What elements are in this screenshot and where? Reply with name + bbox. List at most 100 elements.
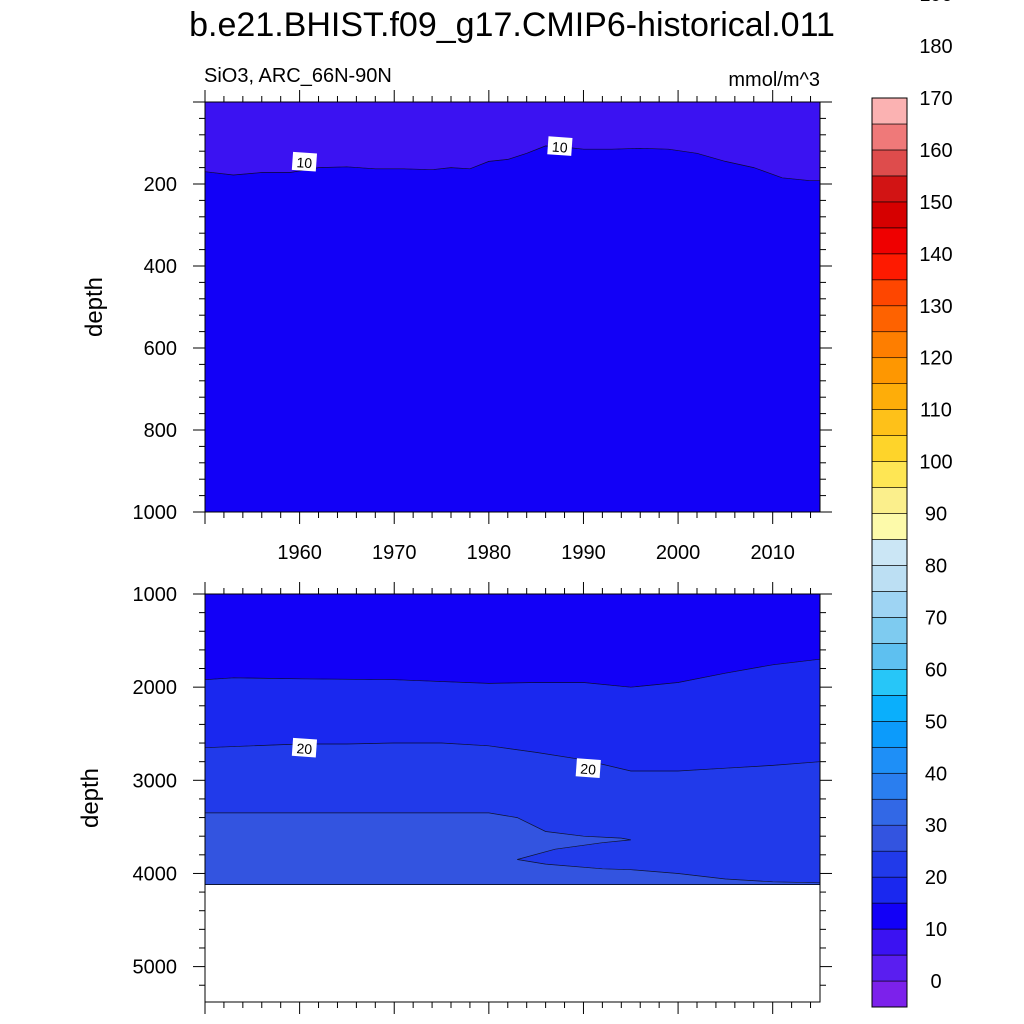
upper-contour-label-bg [291,151,318,172]
units-label: mmol/m^3 [728,69,820,91]
lower-y-tick-label: 3000 [133,770,178,792]
colorbar-label: 150 [919,192,952,214]
upper-x-tick-label: 1980 [467,542,512,564]
colorbar-label: 40 [925,763,947,785]
lower-contour-label: 20 [580,761,597,778]
colorbar-swatch [871,695,908,722]
upper-x-tick-label: 2000 [656,542,701,564]
colorbar-label: 90 [925,504,947,526]
upper-y-tick-label: 600 [144,338,177,360]
upper-y-tick-label: 200 [144,174,177,196]
lower-contour-line-15 [204,658,821,688]
colorbar-swatch [871,175,908,203]
colorbar-swatch [871,383,908,410]
colorbar-label: 80 [925,555,947,577]
lower-y-tick-label: 4000 [133,863,178,885]
lower-y-tick-label: 5000 [133,957,178,979]
colorbar-swatch [871,409,908,436]
colorbar-label: 170 [919,88,952,110]
variable-region-label: SiO3, ARC_66N-90N [204,65,392,87]
upper-y-tick-label: 800 [144,420,177,442]
figure-title: b.e21.BHIST.f09_g17.CMIP6-historical.011 [189,6,835,44]
upper-depth-axis-label: depth [81,277,108,337]
colorbar-label: 120 [919,348,952,370]
colorbar-swatch [871,149,908,177]
colorbar-swatch [871,850,908,878]
colorbar-label: 140 [919,244,952,266]
colorbar-swatch [871,435,908,462]
upper-x-tick-label: 1990 [561,542,606,564]
colorbar-label: 160 [919,140,952,162]
colorbar-swatch [871,928,908,956]
lower-y-tick-label: 1000 [133,584,178,606]
lower-y-tick-label: 2000 [133,677,178,699]
colorbar-swatch [871,565,908,592]
colorbar-swatch [871,772,908,800]
lower-contour-label-bg [291,737,318,758]
colorbar-swatch [871,902,908,930]
upper-fill-band-5-10 [205,102,820,181]
colorbar-swatch [871,487,908,514]
upper-fill-band-10-15 [205,145,820,512]
upper-x-tick-label: 2010 [750,542,795,564]
upper-x-tick-label: 1960 [277,542,322,564]
colorbar-label: 190 [919,0,952,6]
colorbar-swatch [871,279,908,307]
lower-plot-frame [204,593,821,1003]
colorbar-swatch [871,461,908,488]
upper-plot-frame [204,101,821,513]
upper-contour-label: 10 [551,139,568,156]
upper-contour-line-10 [204,145,820,182]
colorbar-label: 130 [919,296,952,318]
colorbar-swatch [871,721,908,748]
colorbar-label: 30 [925,815,947,837]
lower-contour-label-bg [575,758,601,778]
lower-contour-line-25 [205,812,821,884]
colorbar-swatch [871,513,908,540]
colorbar-swatch [871,824,908,852]
colorbar-swatch [871,97,908,125]
colorbar-swatch [871,876,908,904]
colorbar-swatch [871,253,908,281]
colorbar-label: 0 [930,971,941,993]
upper-x-tick-label: 1970 [372,542,417,564]
colorbar-swatch [871,123,908,151]
upper-y-tick-label: 1000 [133,502,178,524]
colorbar-swatch [871,617,908,644]
colorbar-swatch [871,305,908,333]
lower-contour-label: 20 [296,740,313,757]
lower-depth-axis-label: depth [77,768,104,828]
colorbar-label: 20 [925,867,947,889]
colorbar-label: 70 [925,607,947,629]
colorbar-label: 10 [925,919,947,941]
colorbar-swatch [871,591,908,618]
lower-fill-band-10-15 [205,594,820,688]
colorbar-swatch [871,539,908,566]
upper-y-tick-label: 400 [144,256,177,278]
colorbar-label: 100 [919,452,952,474]
colorbar-swatch [871,643,908,670]
colorbar-swatch [871,331,908,359]
upper-depth-panel: 10 10 1960 1970 1980 1990 2000 2010 200 400 600 800… [133,90,832,564]
colorbar-swatch [871,980,908,1008]
colorbar: 0 10 20 30 40 50 60 70 80 90 100 110 120 130 140 150 160… [871,0,953,1008]
colorbar-label: 110 [920,400,952,422]
colorbar-swatch [871,357,908,384]
colorbar-label: 60 [925,659,947,681]
colorbar-swatch [871,798,908,826]
lower-fill-band-20-25 [205,743,820,883]
colorbar-swatch [871,669,908,696]
upper-contour-label-bg [547,136,573,156]
upper-contour-label: 10 [296,154,313,171]
colorbar-swatch [871,201,908,229]
lower-depth-panel: 20 20 1000 2000 3000 4000 5000 [133,582,832,1014]
colorbar-label: 50 [925,711,947,733]
colorbar-swatch [871,954,908,982]
lower-fill-band-25-30 [205,812,820,885]
lower-fill-band-15-20 [205,659,820,771]
colorbar-swatch [871,746,908,774]
colorbar-frame [871,97,908,1008]
colorbar-label: 180 [919,36,952,58]
colorbar-swatch [871,227,908,255]
